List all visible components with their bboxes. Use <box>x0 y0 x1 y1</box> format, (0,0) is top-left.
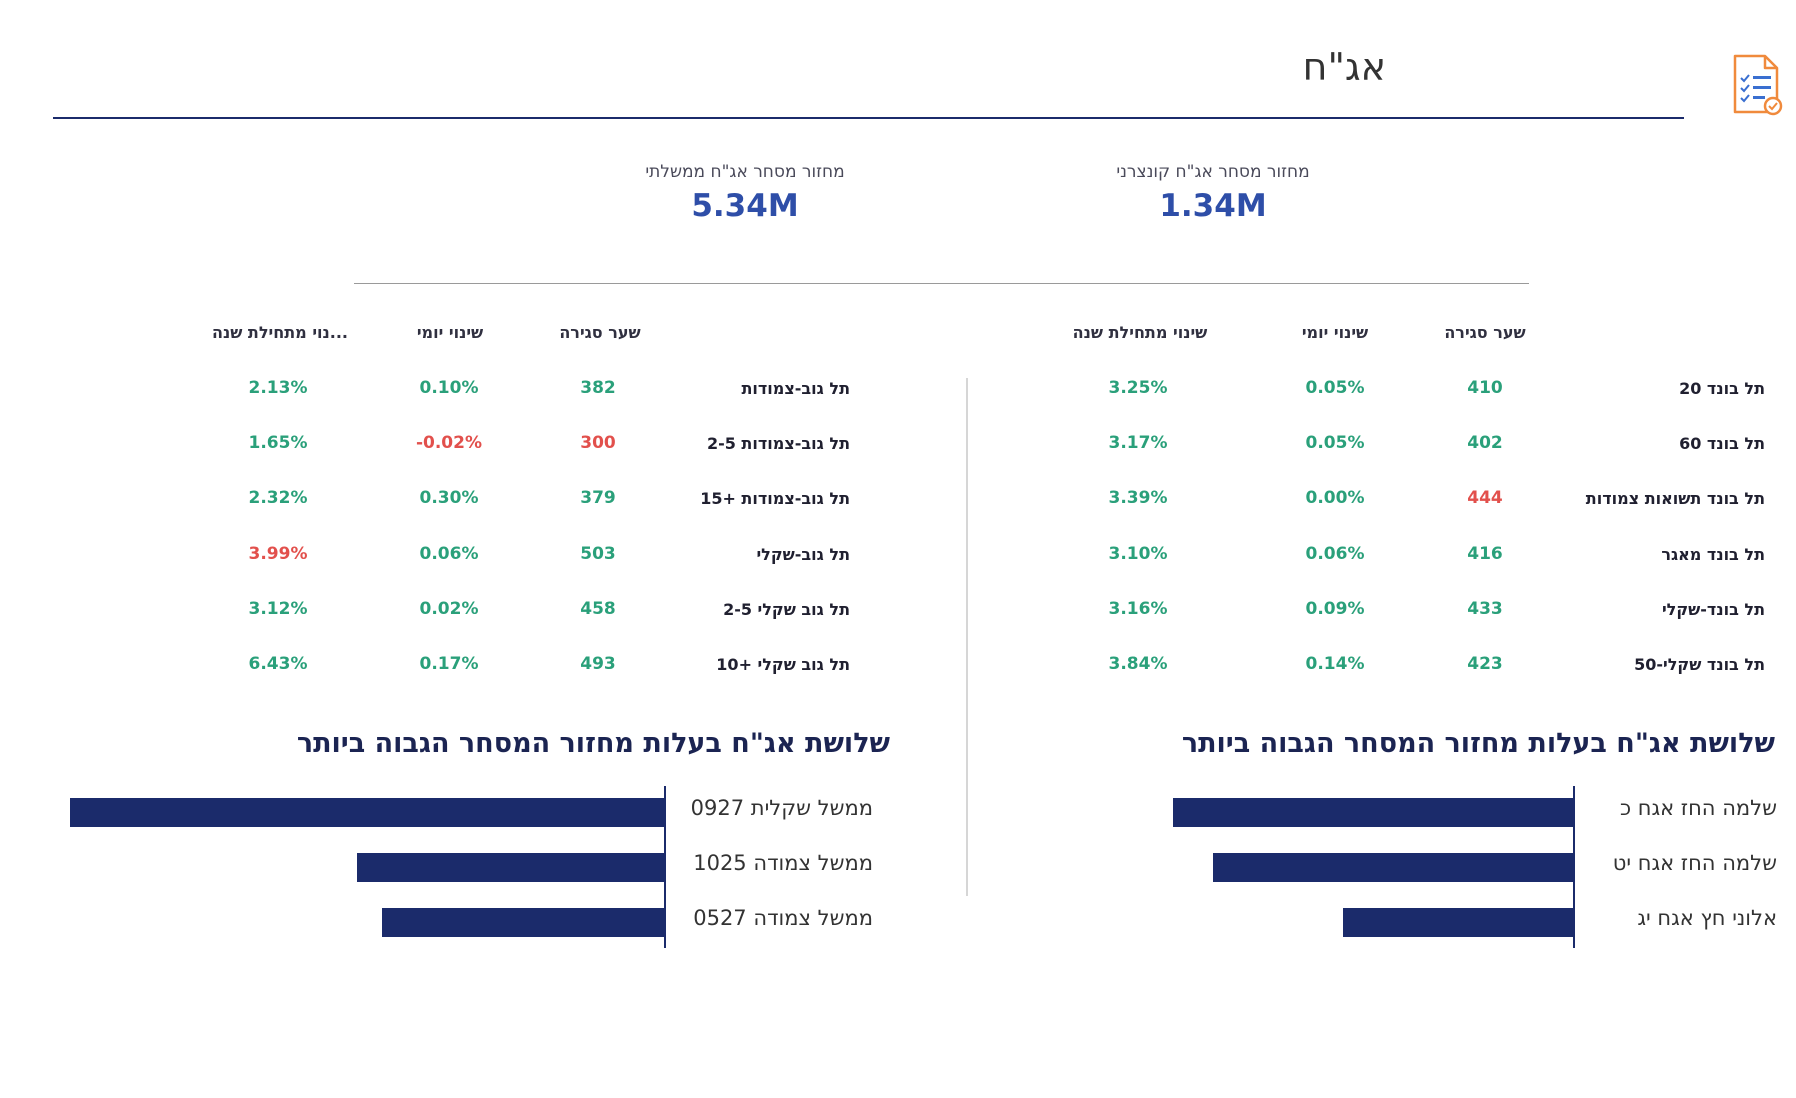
corporate-bar-label: שלמה החז אגח כ <box>1619 796 1777 820</box>
corporate-bar <box>1213 853 1573 882</box>
government-row-daily: 0.02% <box>419 599 479 619</box>
corporate-row-daily: 0.00% <box>1305 488 1365 508</box>
government-row-close: 493 <box>580 654 616 674</box>
government-row-ytd: 3.99% <box>248 544 308 564</box>
section-divider <box>966 378 968 896</box>
government-row-ytd: 3.12% <box>248 599 308 619</box>
government-header-daily: שינוי יומי <box>416 323 484 342</box>
government-row-close: 300 <box>580 433 616 453</box>
title-divider <box>53 117 1684 119</box>
government-row-ytd: 6.43% <box>248 654 308 674</box>
corporate-row-daily: 0.05% <box>1305 433 1365 453</box>
government-header-close: שער סגירה <box>559 323 641 342</box>
government-bar <box>382 908 664 937</box>
corporate-row-name: תל בונד שקלי-50 <box>1634 655 1765 674</box>
corporate-bar <box>1173 798 1573 827</box>
corporate-row-name: תל בונד 20 <box>1679 379 1765 398</box>
government-top-title: שלושת אג"ח בעלות מחזור המסחר הגבוה ביותר <box>296 728 890 759</box>
government-row-name: תל גוב שקלי +10 <box>716 655 850 674</box>
government-row-name: תל גוב-צמודות 2-5 <box>706 434 850 453</box>
corporate-row-close: 444 <box>1467 488 1503 508</box>
corporate-row-close: 423 <box>1467 654 1503 674</box>
page-title: אג"ח <box>1302 45 1386 89</box>
government-row-ytd: 1.65% <box>248 433 308 453</box>
kpi-corporate: מחזור מסחר אג"ח קונצרני 1.34M <box>1033 162 1393 224</box>
checklist-document-icon <box>1733 54 1783 116</box>
corporate-row-ytd: 3.84% <box>1108 654 1168 674</box>
corporate-header-daily: שינוי יומי <box>1301 323 1369 342</box>
government-row-ytd: 2.13% <box>248 378 308 398</box>
corporate-row-daily: 0.09% <box>1305 599 1365 619</box>
government-row-name: תל גוב שקלי 2-5 <box>723 600 850 619</box>
kpi-corporate-label: מחזור מסחר אג"ח קונצרני <box>1116 162 1310 182</box>
corporate-header-ytd: שינוי מתחילת שנה <box>1072 323 1208 342</box>
government-row-daily: 0.30% <box>419 488 479 508</box>
corporate-row-daily: 0.06% <box>1305 544 1365 564</box>
government-bar-label: ממשל צמודה 0527 <box>693 906 873 930</box>
government-bar <box>357 853 664 882</box>
corporate-row-close: 410 <box>1467 378 1503 398</box>
corporate-row-daily: 0.14% <box>1305 654 1365 674</box>
government-row-ytd: 2.32% <box>248 488 308 508</box>
government-row-name: תל גוב-צמודות <box>741 379 850 398</box>
corporate-row-name: תל בונד 60 <box>1679 434 1765 453</box>
government-row-name: תל גוב-שקלי <box>756 545 850 564</box>
corporate-row-ytd: 3.17% <box>1108 433 1168 453</box>
kpi-government: מחזור מסחר אג"ח ממשלתי 5.34M <box>565 162 925 224</box>
corporate-row-name: תל בונד מאגר <box>1661 545 1765 564</box>
government-row-daily: 0.06% <box>419 544 479 564</box>
corporate-row-ytd: 3.16% <box>1108 599 1168 619</box>
government-header-ytd: ...נוי מתחילת שנה <box>211 323 349 342</box>
corporate-header-close: שער סגירה <box>1444 323 1526 342</box>
corporate-row-ytd: 3.39% <box>1108 488 1168 508</box>
corporate-row-ytd: 3.10% <box>1108 544 1168 564</box>
corporate-row-ytd: 3.25% <box>1108 378 1168 398</box>
government-row-daily: 0.10% <box>419 378 479 398</box>
corporate-bar-label: שלמה החז אגח יט <box>1612 851 1777 875</box>
government-chart-axis <box>664 786 666 948</box>
corporate-row-name: תל בונד תשואות צמודות <box>1585 489 1765 508</box>
government-row-close: 503 <box>580 544 616 564</box>
corporate-top-title: שלושת אג"ח בעלות מחזור המסחר הגבוה ביותר <box>1181 728 1775 759</box>
kpi-government-label: מחזור מסחר אג"ח ממשלתי <box>645 162 845 182</box>
kpi-corporate-value: 1.34M <box>1159 188 1267 224</box>
government-row-close: 458 <box>580 599 616 619</box>
government-row-daily: 0.17% <box>419 654 479 674</box>
corporate-row-name: תל בונד-שקלי <box>1661 600 1765 619</box>
corporate-row-close: 402 <box>1467 433 1503 453</box>
corporate-row-close: 433 <box>1467 599 1503 619</box>
government-bar-label: ממשל צמודה 1025 <box>693 851 873 875</box>
corporate-chart-axis <box>1573 786 1575 948</box>
government-row-name: תל גוב-צמודות +15 <box>700 489 850 508</box>
government-bar <box>70 798 664 827</box>
kpi-government-value: 5.34M <box>691 188 799 224</box>
government-bar-label: ממשל שקלית 0927 <box>690 796 873 820</box>
kpi-divider <box>354 283 1529 284</box>
corporate-row-daily: 0.05% <box>1305 378 1365 398</box>
corporate-bar-label: אלוני חץ אגח יג <box>1637 906 1777 930</box>
corporate-row-close: 416 <box>1467 544 1503 564</box>
corporate-bar <box>1343 908 1573 937</box>
government-row-close: 379 <box>580 488 616 508</box>
government-row-daily: -0.02% <box>415 433 483 453</box>
government-row-close: 382 <box>580 378 616 398</box>
